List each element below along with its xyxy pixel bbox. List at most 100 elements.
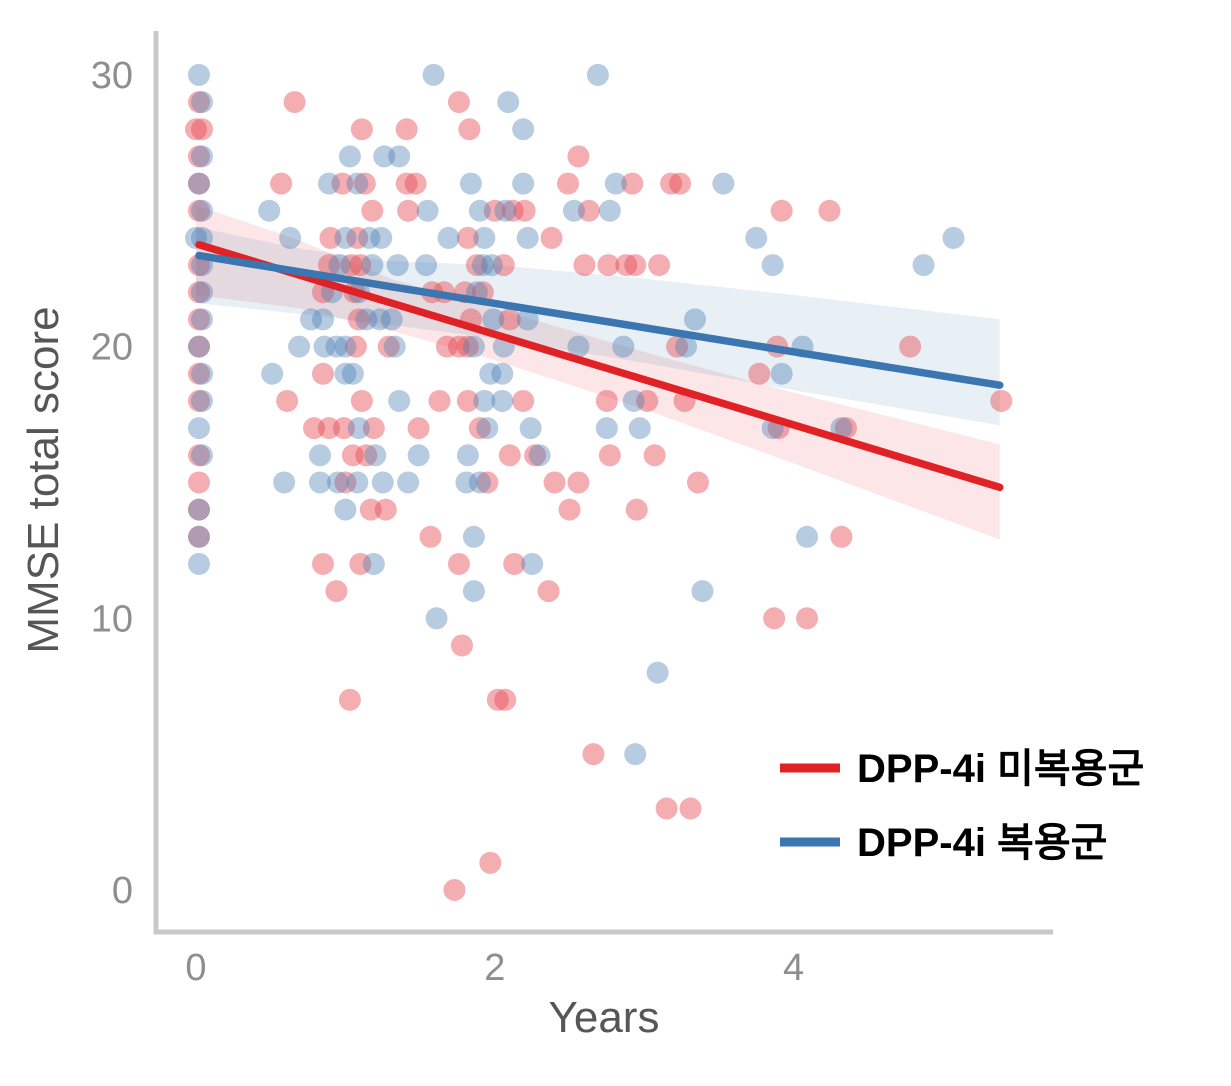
x-tick-label: 0 [185,947,206,989]
scatter-point-dpp4i-non-user [615,254,638,277]
scatter-point-dpp4i-user [373,145,396,168]
scatter-point-dpp4i-user [273,471,296,494]
scatter-point-dpp4i-non-user [465,254,488,277]
scatter-point-dpp4i-non-user [558,498,581,521]
scatter-point-dpp4i-non-user [341,444,364,467]
scatter-points [185,63,1013,901]
scatter-point-dpp4i-user [190,444,213,467]
scatter-point-dpp4i-user [317,172,340,195]
scatter-point-dpp4i-non-user [350,389,373,412]
y-axis-title: MMSE total score [19,306,68,653]
scatter-point-dpp4i-user [334,362,357,385]
legend: DPP-4i 미복용군 DPP-4i 복용군 [780,747,1144,865]
scatter-point-dpp4i-non-user [669,172,692,195]
scatter-point-dpp4i-user [516,226,539,249]
scatter-point-dpp4i-non-user [456,226,479,249]
scatter-point-dpp4i-non-user [498,308,521,331]
scatter-point-dpp4i-user [455,471,478,494]
scatter-point-dpp4i-non-user [458,118,481,141]
regression-line-dpp4i-user [195,251,1004,389]
scatter-point-dpp4i-user [341,362,364,385]
scatter-point-dpp4i-non-user [331,172,354,195]
scatter-point-dpp4i-non-user [456,335,479,358]
scatter-point-dpp4i-non-user [456,389,479,412]
scatter-point-dpp4i-user [491,362,514,385]
scatter-point-dpp4i-non-user [479,851,502,874]
scatter-point-dpp4i-user [628,417,651,440]
scatter-point-dpp4i-user [612,335,635,358]
scatter-point-dpp4i-non-user [748,362,771,385]
scatter-point-dpp4i-user [187,417,210,440]
scatter-point-dpp4i-non-user [303,417,326,440]
scatter-point-dpp4i-user [388,145,411,168]
scatter-point-dpp4i-user [364,444,387,467]
scatter-point-dpp4i-user [313,335,336,358]
scatter-point-dpp4i-user [309,444,332,467]
scatter-point-dpp4i-user [383,335,406,358]
scatter-point-dpp4i-non-user [567,471,590,494]
scatter-point-dpp4i-non-user [187,199,210,222]
scatter-point-dpp4i-non-user [344,335,367,358]
scatter-point-dpp4i-user [358,226,381,249]
scatter-point-dpp4i-non-user [447,335,470,358]
scatter-point-dpp4i-non-user [679,797,702,820]
scatter-point-dpp4i-non-user [990,389,1013,412]
scatter-point-dpp4i-user [187,525,210,548]
scatter-point-dpp4i-non-user [332,417,355,440]
scatter-point-dpp4i-non-user [353,172,376,195]
scatter-point-dpp4i-non-user [513,199,536,222]
y-tick-label: 30 [91,55,133,97]
scatter-point-dpp4i-non-user [355,444,378,467]
scatter-point-dpp4i-user [368,308,391,331]
y-tick-label: 10 [91,598,133,640]
scatter-point-dpp4i-user [497,91,520,114]
scatter-point-dpp4i-non-user [625,498,648,521]
scatter-point-dpp4i-user [459,172,482,195]
scatter-point-dpp4i-user [190,199,213,222]
scatter-point-dpp4i-user [346,471,369,494]
scatter-point-dpp4i-user [288,335,311,358]
scatter-point-dpp4i-non-user [187,362,210,385]
scatter-point-dpp4i-non-user [347,308,370,331]
scatter-point-dpp4i-user [371,471,394,494]
scatter-point-dpp4i-non-user [319,226,342,249]
scatter-point-dpp4i-non-user [270,172,293,195]
scatter-point-dpp4i-user [473,226,496,249]
scatter-point-dpp4i-non-user [636,389,659,412]
scatter-point-dpp4i-user [482,308,505,331]
scatter-point-dpp4i-user [190,281,213,304]
scatter-point-dpp4i-user [338,145,361,168]
scatter-point-dpp4i-user [646,661,669,684]
scatter-point-dpp4i-user [761,254,784,277]
scatter-point-dpp4i-user [380,308,403,331]
scatter-point-dpp4i-non-user [573,254,596,277]
scatter-point-dpp4i-user [512,172,535,195]
scatter-point-dpp4i-user [187,498,210,521]
y-tick-label: 0 [112,870,133,912]
scatter-point-dpp4i-non-user [346,226,369,249]
scatter-point-dpp4i-user [494,199,517,222]
scatter-point-dpp4i-user [422,63,445,86]
scatter-point-dpp4i-user [187,552,210,575]
scatter-point-dpp4i-non-user [486,688,509,711]
y-tick-label: 20 [91,327,133,369]
x-tick-label: 4 [783,947,804,989]
scatter-point-dpp4i-non-user [540,226,563,249]
scatter-point-dpp4i-non-user [190,118,213,141]
scatter-point-dpp4i-non-user [407,417,430,440]
scatter-point-dpp4i-user [683,308,706,331]
scatter-point-dpp4i-user [462,525,485,548]
scatter-point-dpp4i-user [491,389,514,412]
scatter-point-dpp4i-non-user [419,525,442,548]
scatter-point-dpp4i-non-user [404,172,427,195]
scatter-point-dpp4i-non-user [187,145,210,168]
scatter-point-dpp4i-non-user [498,444,521,467]
scatter-point-dpp4i-user [415,254,438,277]
x-axis-title: Years [549,993,660,1042]
scatter-point-dpp4i-non-user [443,879,466,901]
scatter-point-dpp4i-non-user [350,118,373,141]
scatter-point-dpp4i-user [512,118,535,141]
scatter-point-dpp4i-non-user [501,199,524,222]
scatter-point-dpp4i-non-user [624,254,647,277]
